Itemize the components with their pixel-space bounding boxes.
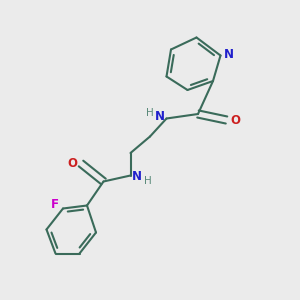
Text: N: N bbox=[132, 170, 142, 184]
Text: O: O bbox=[68, 157, 77, 170]
Text: O: O bbox=[230, 113, 240, 127]
Text: F: F bbox=[50, 197, 59, 211]
Text: H: H bbox=[144, 176, 152, 186]
Text: H: H bbox=[146, 108, 154, 118]
Text: N: N bbox=[224, 47, 234, 61]
Text: N: N bbox=[155, 110, 165, 124]
